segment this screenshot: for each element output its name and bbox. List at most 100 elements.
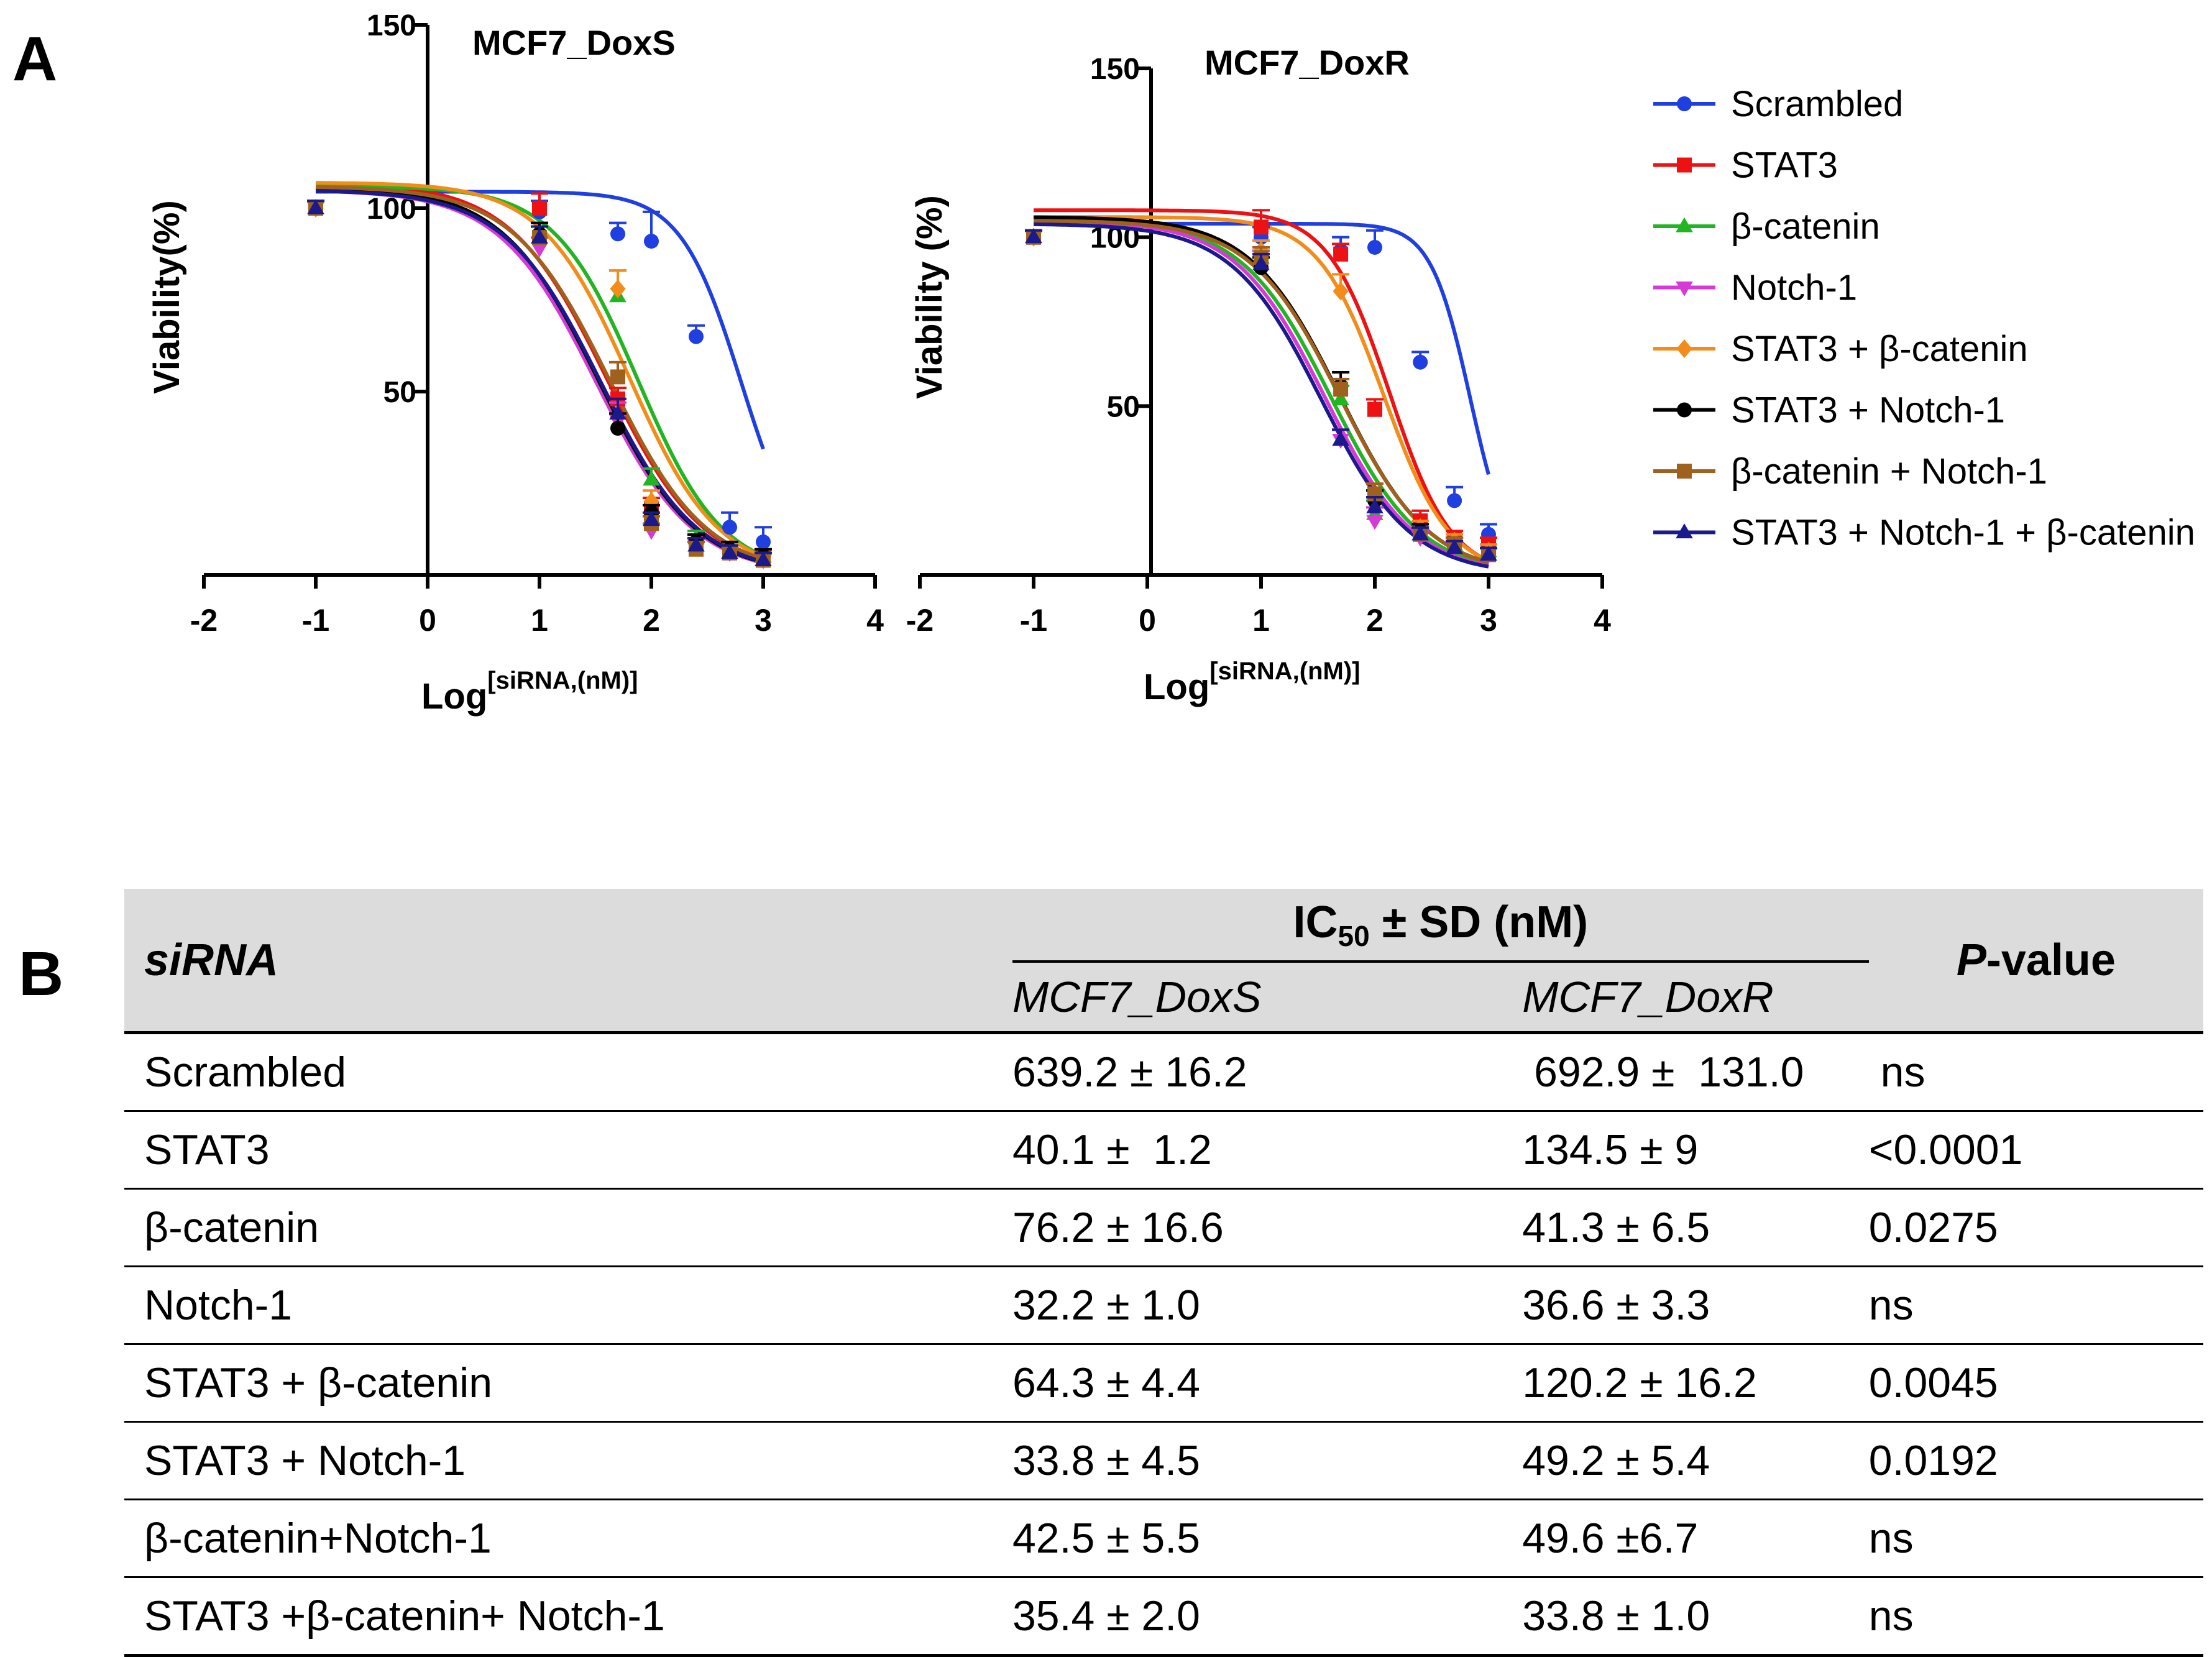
panel-b-label: B [19, 939, 64, 1009]
legend-label: β-catenin + Notch-1 [1731, 451, 2047, 492]
data-point [610, 421, 625, 436]
x-axis-label-main: Log [1144, 667, 1209, 707]
legend-label: STAT3 + Notch-1 [1731, 390, 2005, 431]
cell-pvalue: <0.0001 [1868, 1111, 2203, 1190]
data-point [1367, 239, 1382, 255]
legend-marker [1677, 96, 1692, 111]
data-point [643, 492, 659, 511]
legend-label: STAT3 + Notch-1 + β-catenin [1731, 513, 2195, 553]
legend-label: Notch-1 [1731, 268, 1857, 308]
table-row: STAT3 40.1 ± 1.2 134.5 ± 9 <0.0001 [124, 1111, 2203, 1190]
cell-pvalue: ns [1868, 1031, 2203, 1112]
data-point [307, 199, 324, 214]
cell-doxr: 36.6 ± 3.3 [1522, 1266, 1869, 1345]
legend-marker [1676, 281, 1693, 296]
data-point [1413, 354, 1428, 370]
data-point [1332, 431, 1349, 446]
data-point [1447, 493, 1462, 508]
data-point [1480, 546, 1497, 561]
data-point [643, 511, 660, 526]
x-tick-label: 2 [643, 603, 660, 638]
data-point [756, 534, 771, 549]
legend-label: STAT3 + β-catenin [1731, 329, 2028, 369]
header-pvalue-rest: -value [1986, 935, 2116, 985]
table-row: β-catenin+Notch-1 42.5 ± 5.5 49.6 ±6.7 ns [124, 1499, 2203, 1578]
data-point [1025, 228, 1042, 244]
x-axis-label: Log[siRNA,(nM)] [421, 667, 638, 717]
x-axis-label-main: Log [421, 676, 487, 717]
legend-label: Scrambled [1731, 84, 1903, 124]
fit-curve [1034, 222, 1489, 569]
cell-sirna: β-catenin+Notch-1 [124, 1499, 1012, 1578]
x-tick-label: 1 [531, 603, 548, 638]
cell-sirna: STAT3 + Notch-1 [124, 1421, 1012, 1500]
table-row: β-catenin 76.2 ± 16.6 41.3 ± 6.5 0.0275 [124, 1188, 2203, 1267]
data-point [687, 536, 705, 552]
data-point [1333, 282, 1349, 301]
header-sirna: siRNA [124, 889, 1012, 1033]
data-point [755, 551, 772, 566]
x-tick-label: 0 [1139, 603, 1156, 638]
fit-curve [315, 189, 764, 564]
ic50-table: siRNA IC50 ± SD (nM) P-value MCF7_DoxS M… [124, 889, 2203, 1657]
legend: Scrambled STAT3 β-catenin Notch-1 STAT3 + β-… [1653, 84, 2195, 553]
x-tick-label: 4 [1594, 603, 1611, 638]
data-point [1366, 498, 1384, 513]
y-axis-label: Viability (%) [909, 195, 950, 399]
header-pvalue: P-value [1868, 889, 2203, 1033]
fit-curve [316, 184, 764, 558]
data-point [689, 329, 704, 344]
x-tick-label: 3 [755, 603, 772, 638]
cell-pvalue: ns [1868, 1499, 2203, 1578]
cell-sirna: STAT3 [124, 1111, 1012, 1190]
cell-pvalue: 0.0192 [1868, 1421, 2203, 1500]
cell-doxs: 639.2 ± 16.2 [1012, 1031, 1523, 1112]
x-tick-label: 3 [1480, 603, 1497, 638]
x-tick-label: 4 [866, 603, 884, 638]
header-ic50: IC50 ± SD (nM) [1012, 889, 1869, 963]
data-point [1332, 390, 1349, 406]
cell-doxs: 35.4 ± 2.0 [1012, 1577, 1523, 1657]
panel-a-label: A [12, 24, 58, 94]
fit-curve [315, 185, 764, 561]
data-point [722, 520, 737, 535]
header-doxr: MCF7_DoxR [1522, 962, 1869, 1033]
cell-sirna: STAT3 +β-catenin+ Notch-1 [124, 1577, 1012, 1657]
data-point [610, 369, 625, 385]
cell-doxr: 49.6 ±6.7 [1522, 1499, 1869, 1578]
cell-sirna: STAT3 + β-catenin [124, 1344, 1012, 1423]
data-point [609, 405, 626, 420]
header-ic50-main: IC [1293, 897, 1338, 947]
x-tick-label: 0 [419, 603, 436, 638]
y-tick-label: 150 [1090, 53, 1140, 86]
cell-pvalue: 0.0045 [1868, 1344, 2203, 1423]
x-axis-label: Log[siRNA,(nM)] [1144, 658, 1360, 707]
legend-marker [1677, 157, 1692, 173]
x-axis-label-superscript: [siRNA,(nM)] [1209, 658, 1360, 685]
header-pvalue-italic: P [1956, 935, 1986, 985]
data-point [1333, 246, 1349, 262]
x-tick-label: -1 [302, 603, 329, 638]
cell-doxs: 76.2 ± 16.6 [1012, 1188, 1523, 1267]
cell-sirna: β-catenin [124, 1188, 1012, 1267]
cell-doxs: 40.1 ± 1.2 [1012, 1111, 1523, 1190]
data-point [1446, 539, 1463, 554]
x-axis-label-superscript: [siRNA,(nM)] [487, 667, 638, 694]
data-point [643, 470, 660, 486]
data-point [1366, 515, 1384, 530]
cell-doxr: 134.5 ± 9 [1522, 1111, 1869, 1190]
cell-doxr: 49.2 ± 5.4 [1522, 1421, 1869, 1500]
y-tick-label: 150 [367, 9, 416, 42]
cell-doxs: 64.3 ± 4.4 [1012, 1344, 1523, 1423]
table-header-row-2: MCF7_DoxS MCF7_DoxR [124, 962, 2203, 1033]
data-point [531, 228, 548, 244]
table-row: STAT3 +β-catenin+ Notch-1 35.4 ± 2.0 33.8 … [124, 1577, 2203, 1657]
table-row: STAT3 + β-catenin 64.3 ± 4.4 120.2 ± 16.2 0… [124, 1344, 2203, 1423]
chart-title: MCF7_DoxR [1205, 43, 1410, 82]
data-point [1333, 382, 1349, 397]
chart-title: MCF7_DoxS [472, 23, 676, 62]
x-tick-label: -2 [190, 603, 218, 638]
